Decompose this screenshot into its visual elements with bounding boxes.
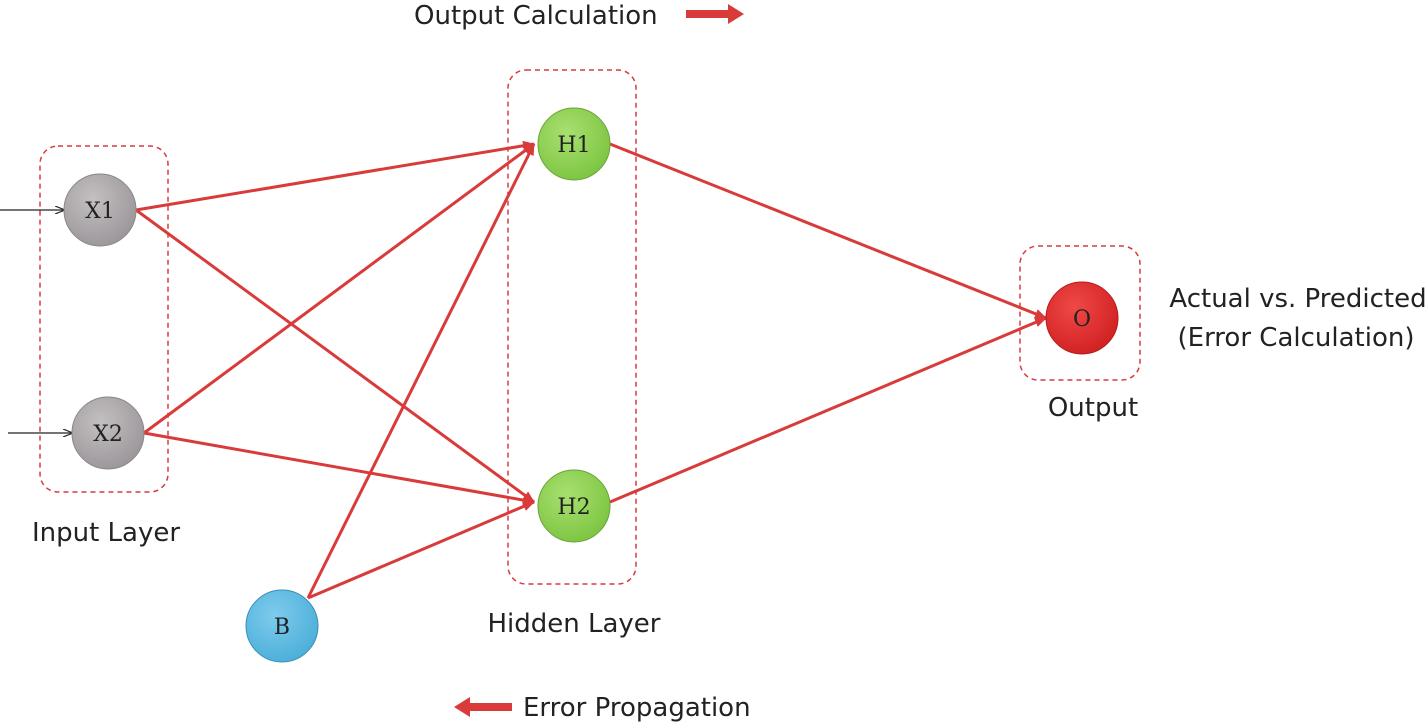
node-h1-label: H1 (557, 133, 590, 158)
node-o: O (1045, 281, 1119, 355)
input-layer-group (39, 145, 169, 493)
node-h1: H1 (537, 107, 611, 181)
backward-arrow-icon (454, 697, 512, 717)
node-o-label: O (1073, 307, 1091, 332)
output-group (1019, 245, 1141, 381)
node-b: B (245, 589, 319, 663)
error-calculation-label: (Error Calculation) (1178, 323, 1415, 353)
edge-x1-h1 (135, 140, 535, 212)
error-propagation-label: Error Propagation (523, 693, 751, 723)
connections (135, 140, 1047, 600)
actual-vs-predicted-label: Actual vs. Predicted (1169, 284, 1425, 314)
output-calculation-label: Output Calculation (414, 1, 658, 31)
node-h2: H2 (537, 469, 611, 543)
hidden-layer-label: Hidden Layer (487, 609, 660, 639)
edge-x2-h1 (143, 142, 535, 435)
edge-x2-h2 (143, 431, 535, 506)
edge-b-h1 (306, 143, 536, 599)
edge-x1-h2 (135, 208, 535, 504)
node-x2-label: X2 (93, 422, 123, 447)
edge-h1-o (609, 142, 1047, 320)
node-x1: X1 (63, 173, 137, 247)
node-x2: X2 (71, 396, 145, 470)
edge-h2-o (609, 316, 1047, 504)
input-layer-label: Input Layer (32, 518, 180, 548)
node-b-label: B (274, 615, 290, 640)
output-label: Output (1048, 393, 1138, 423)
forward-arrow-icon (686, 4, 744, 24)
hidden-layer-group (507, 69, 637, 585)
edge-b-h2 (307, 500, 535, 600)
node-x1-label: X1 (85, 199, 115, 224)
node-h2-label: H2 (557, 495, 590, 520)
